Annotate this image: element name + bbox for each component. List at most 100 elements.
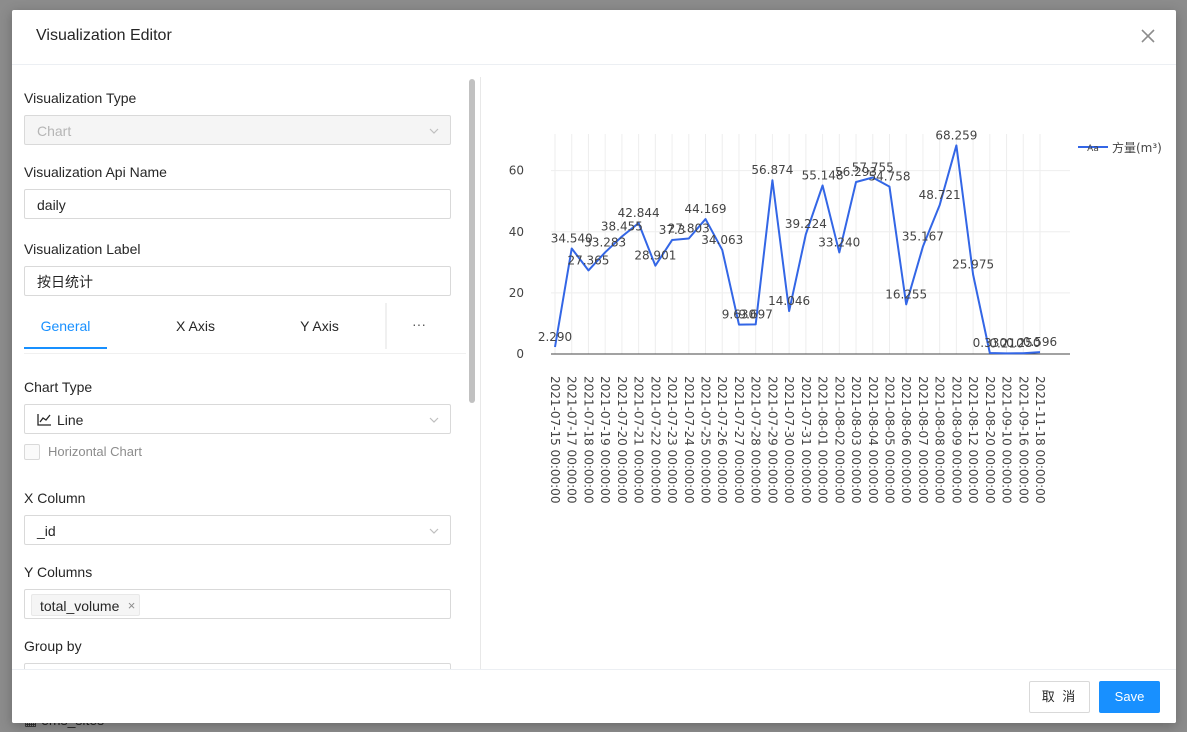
data-label: 54.758 (868, 170, 910, 184)
x-tick-label: 2021-07-18 00:00:00 (581, 376, 595, 503)
data-label: 9.630 (722, 308, 756, 322)
y-columns-select[interactable]: total_volume × (24, 589, 451, 619)
x-tick-label: 2021-07-15 00:00:00 (548, 376, 562, 503)
x-column-value: _id (37, 523, 56, 539)
x-tick-label: 2021-07-22 00:00:00 (648, 376, 662, 503)
data-label: 33.240 (818, 235, 860, 249)
settings-scrollbar[interactable] (467, 77, 477, 669)
chart-preview: 0 20 40 60 2021-07-15 00:00:00 2021-07-17 00:… (490, 65, 1176, 669)
x-tick-label: 2021-08-07 00:00:00 (916, 376, 930, 503)
viz-type-label: Visualization Type (24, 90, 137, 106)
settings-panel: Visualization Type Chart Visualization A… (24, 65, 466, 669)
x-tick-label: 2021-07-27 00:00:00 (732, 376, 746, 503)
chart-type-label: Chart Type (24, 379, 93, 395)
data-label: 33.283 (584, 235, 626, 249)
data-label: 48.721 (919, 188, 961, 202)
modal-body: Visualization Type Chart Visualization A… (12, 65, 1176, 669)
modal-header: Visualization Editor (12, 10, 1176, 65)
tab-y-axis[interactable]: Y Axis (300, 318, 339, 334)
x-tick-label: 2021-07-20 00:00:00 (615, 376, 629, 503)
horizontal-chart-checkbox[interactable] (24, 444, 40, 460)
data-label: 0.330 (973, 336, 1007, 350)
modal-title: Visualization Editor (36, 27, 172, 44)
x-tick-label: 2021-08-08 00:00:00 (933, 376, 947, 503)
data-label: 42.844 (618, 206, 660, 220)
x-tick-label: 2021-07-26 00:00:00 (715, 376, 729, 503)
tabs-bottom-border (24, 353, 466, 354)
x-tick-label: 2021-07-24 00:00:00 (682, 376, 696, 503)
chart-type-select[interactable]: Line (24, 404, 451, 434)
scrollbar-thumb[interactable] (469, 79, 475, 403)
viz-type-value: Chart (37, 123, 72, 139)
line-chart: 0 20 40 60 2021-07-15 00:00:00 2021-07-17 00:… (509, 128, 1162, 503)
data-label: 56.874 (751, 163, 793, 177)
tab-x-axis[interactable]: X Axis (176, 318, 215, 334)
api-name-label: Visualization Api Name (24, 164, 167, 180)
save-button[interactable]: Save (1099, 681, 1160, 713)
data-label: 0.250 (1006, 336, 1040, 350)
y-tick-label: 40 (509, 225, 524, 239)
x-tick-label: 2021-08-09 00:00:00 (949, 376, 963, 503)
x-tick-label: 2021-08-06 00:00:00 (899, 376, 913, 503)
x-tick-label: 2021-08-02 00:00:00 (832, 376, 846, 503)
data-label: 68.259 (935, 128, 977, 142)
chevron-down-icon (429, 128, 439, 134)
x-tick-label: 2021-08-20 00:00:00 (983, 376, 997, 503)
data-label: 44.169 (685, 202, 727, 216)
y-columns-label: Y Columns (24, 564, 93, 580)
x-column-select[interactable]: _id (24, 515, 451, 545)
tag-close-icon[interactable]: × (127, 598, 136, 613)
y-tick-label: 20 (509, 286, 524, 300)
y-tick-label: 60 (509, 164, 524, 178)
api-name-value: daily (37, 197, 66, 213)
data-label: 35.167 (902, 230, 944, 244)
data-label: 2.290 (538, 330, 572, 344)
data-label: 55.148 (802, 168, 844, 182)
data-label: 25.975 (952, 258, 994, 272)
x-tick-label: 2021-07-19 00:00:00 (598, 376, 612, 503)
x-tick-label: 2021-07-23 00:00:00 (665, 376, 679, 503)
api-name-input[interactable]: daily (24, 189, 451, 219)
horizontal-chart-label: Horizontal Chart (48, 444, 142, 459)
tab-general[interactable]: General (40, 318, 91, 334)
visualization-editor-modal: Visualization Editor Visualization Type … (12, 10, 1176, 723)
data-label: 34.540 (551, 231, 593, 245)
legend-label: 方量(m³) (1112, 140, 1162, 155)
data-label: 56.293 (835, 165, 877, 179)
chevron-down-icon (429, 417, 439, 423)
data-label: 34.063 (701, 233, 743, 247)
line-chart-icon (37, 414, 51, 426)
active-tab-indicator (24, 347, 107, 349)
more-tabs-button[interactable]: ··· (412, 316, 426, 332)
x-tick-label: 2021-07-31 00:00:00 (799, 376, 813, 503)
x-tick-label: 2021-08-01 00:00:00 (816, 376, 830, 503)
close-icon[interactable] (1138, 26, 1158, 46)
x-tick-label: 2021-09-10 00:00:00 (1000, 376, 1014, 503)
data-label: 9.697 (739, 307, 773, 321)
modal-footer: 取 消 Save (12, 669, 1176, 723)
group-by-select[interactable] (24, 663, 451, 669)
x-tick-label: 2021-07-30 00:00:00 (782, 376, 796, 503)
x-tick-label: 2021-08-05 00:00:00 (882, 376, 896, 503)
cancel-button[interactable]: 取 消 (1029, 681, 1090, 713)
data-label: 27.803 (668, 221, 710, 235)
settings-tabs: General X Axis Y Axis ··· (24, 303, 466, 353)
x-tick-label: 2021-07-21 00:00:00 (632, 376, 646, 503)
legend-icon-text: Aa (1087, 144, 1099, 154)
x-tick-label: 2021-07-28 00:00:00 (749, 376, 763, 503)
viz-label-input[interactable]: 按日统计 (24, 266, 451, 296)
group-by-label: Group by (24, 638, 82, 654)
pane-divider (480, 77, 481, 669)
y-column-tag-label: total_volume (40, 598, 120, 614)
chevron-down-icon (429, 528, 439, 534)
data-label: 16.255 (885, 287, 927, 301)
data-label: 57.755 (852, 161, 894, 175)
viz-label-value: 按日统计 (37, 274, 93, 290)
x-tick-label: 2021-07-25 00:00:00 (699, 376, 713, 503)
series-line (554, 144, 1041, 355)
chart-type-value: Line (57, 412, 84, 428)
y-column-tag: total_volume × (31, 594, 141, 616)
x-tick-label: 2021-09-16 00:00:00 (1016, 376, 1030, 503)
x-tick-label: 2021-11-18 00:00:00 (1033, 376, 1047, 503)
x-tick-label: 2021-08-03 00:00:00 (849, 376, 863, 503)
